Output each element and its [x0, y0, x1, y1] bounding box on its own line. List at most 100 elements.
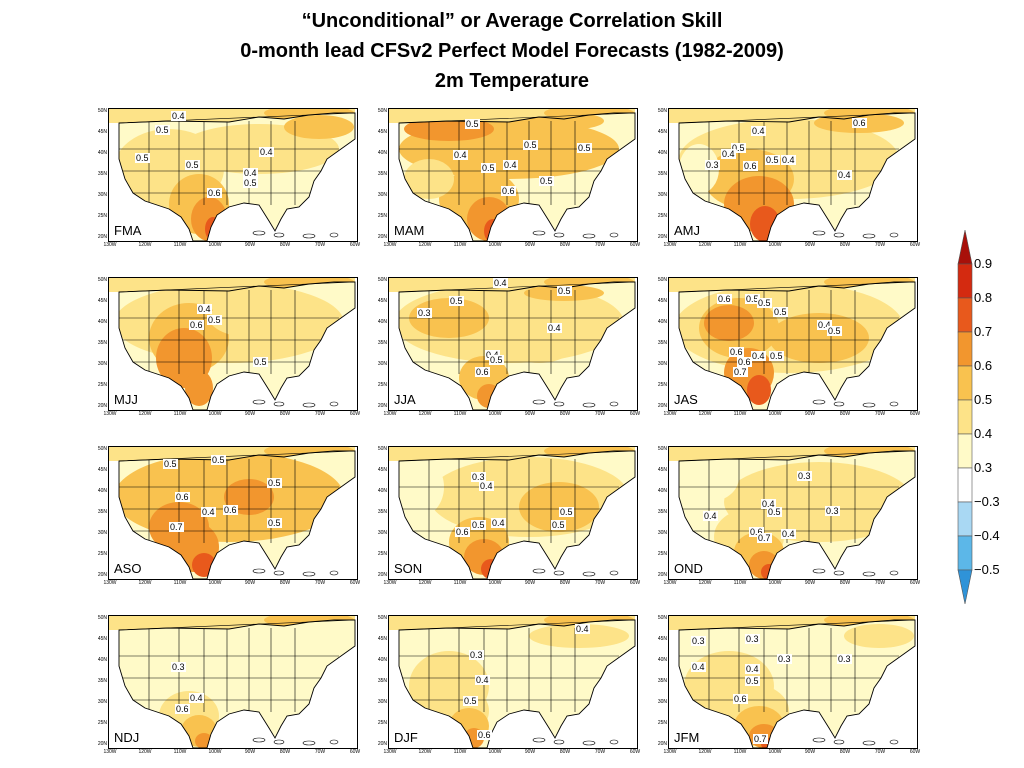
title-line-2: 0-month lead CFSv2 Perfect Model Forecas… [240, 40, 784, 62]
season-label: MAM [392, 223, 427, 238]
lon-tick-label: 80W [839, 242, 851, 248]
lat-tick-label: 30N [657, 192, 667, 198]
lon-tick-label: 90W [524, 580, 536, 586]
map-panel-jas: 0.6 0.5 0.5 0.5 0.4 0.5 0.6 0.4 0.5 0.6 0.7 JAS [668, 277, 918, 411]
contour-label: 0.3 [471, 472, 486, 482]
lon-tick-label: 60W [629, 580, 641, 586]
lat-tick-label: 30N [657, 699, 667, 705]
lon-tick-label: 60W [349, 749, 361, 755]
colorbar-tick-label: −0.5 [974, 562, 1000, 577]
lon-tick-label: 80W [559, 580, 571, 586]
lon-tick-label: 130W [103, 411, 117, 417]
contour-label: 0.3 [837, 654, 852, 664]
map-panel-djf: 0.4 0.3 0.4 0.5 0.6 DJF [388, 615, 638, 749]
map-panel-fma: 0.4 0.5 0.5 0.5 0.4 0.4 0.5 0.6 FMA [108, 108, 358, 242]
contour-label: 0.4 [189, 693, 204, 703]
lat-tick-label: 20N [657, 234, 667, 240]
map-canvas [669, 109, 917, 241]
contour-label: 0.4 [491, 518, 506, 528]
lon-tick-label: 60W [629, 411, 641, 417]
lon-tick-label: 70W [594, 749, 606, 755]
contour-label: 0.4 [745, 664, 760, 674]
colorbar-tick-label: 0.8 [974, 290, 993, 305]
contour-label: 0.5 [765, 155, 780, 165]
colorbar-tick-label: −0.4 [974, 528, 1000, 543]
lon-tick-label: 120W [418, 749, 432, 755]
contour-label: 0.4 [575, 624, 590, 634]
lat-tick-label: 40N [97, 488, 107, 494]
contour-label: 0.5 [471, 520, 486, 530]
lat-tick-label: 40N [97, 319, 107, 325]
lat-tick-label: 30N [377, 699, 387, 705]
season-label: FMA [112, 223, 144, 238]
contour-label: 0.3 [797, 471, 812, 481]
lon-tick-label: 100W [488, 749, 502, 755]
contour-label: 0.3 [469, 650, 484, 660]
lon-tick-label: 70W [314, 580, 326, 586]
lat-tick-label: 35N [377, 340, 387, 346]
lon-tick-label: 90W [524, 411, 536, 417]
contour-label: 0.5 [207, 315, 222, 325]
contour-label: 0.6 [501, 186, 516, 196]
contour-label: 0.5 [731, 143, 746, 153]
lat-tick-label: 35N [97, 340, 107, 346]
contour-label: 0.7 [753, 734, 768, 744]
contour-label: 0.5 [463, 696, 478, 706]
lat-tick-label: 40N [377, 150, 387, 156]
lat-tick-label: 50N [377, 108, 387, 114]
colorbar-swatch [957, 501, 973, 537]
lat-tick-label: 40N [657, 319, 667, 325]
contour-label: 0.5 [559, 507, 574, 517]
lon-tick-label: 120W [698, 749, 712, 755]
contour-label: 0.4 [259, 147, 274, 157]
map-panel-ond: 0.3 0.4 0.5 0.4 0.3 0.6 0.4 0.7 OND [668, 446, 918, 580]
contour-label: 0.6 [737, 357, 752, 367]
lon-tick-label: 60W [349, 580, 361, 586]
contour-label: 0.5 [551, 520, 566, 530]
contour-label: 0.4 [761, 499, 776, 509]
contour-label: 0.4 [751, 126, 766, 136]
lon-tick-label: 120W [698, 242, 712, 248]
lat-tick-label: 50N [657, 277, 667, 283]
map-canvas [389, 447, 637, 579]
lon-tick-label: 130W [383, 411, 397, 417]
lon-tick-label: 130W [383, 242, 397, 248]
lat-tick-label: 30N [657, 530, 667, 536]
contour-label: 0.5 [163, 459, 178, 469]
lat-tick-label: 50N [97, 446, 107, 452]
contour-label: 0.5 [757, 298, 772, 308]
lon-tick-label: 110W [173, 411, 187, 417]
title-line-1: “Unconditional” or Average Correlation S… [301, 10, 723, 32]
lat-tick-label: 50N [97, 615, 107, 621]
lon-tick-label: 100W [208, 749, 222, 755]
lon-tick-label: 120W [698, 411, 712, 417]
season-label: JFM [672, 730, 702, 745]
lon-tick-label: 120W [698, 580, 712, 586]
colorbar [957, 229, 973, 605]
map-canvas [389, 109, 637, 241]
lat-tick-label: 45N [97, 467, 107, 473]
map-canvas [109, 278, 357, 410]
lat-tick-label: 40N [377, 319, 387, 325]
lat-tick-label: 50N [97, 277, 107, 283]
lat-tick-label: 25N [97, 382, 107, 388]
lon-tick-label: 90W [804, 242, 816, 248]
map-canvas [109, 109, 357, 241]
lat-tick-label: 50N [377, 446, 387, 452]
lon-tick-label: 60W [349, 242, 361, 248]
lon-tick-label: 130W [663, 749, 677, 755]
lon-tick-label: 100W [768, 411, 782, 417]
contour-label: 0.4 [837, 170, 852, 180]
contour-label: 0.6 [175, 492, 190, 502]
lat-tick-label: 20N [657, 403, 667, 409]
contour-label: 0.6 [852, 118, 867, 128]
lat-tick-label: 45N [377, 467, 387, 473]
lon-tick-label: 110W [733, 749, 747, 755]
lon-tick-label: 70W [594, 242, 606, 248]
lon-tick-label: 110W [733, 242, 747, 248]
lat-tick-label: 50N [97, 108, 107, 114]
lon-tick-label: 120W [138, 242, 152, 248]
lat-tick-label: 45N [97, 129, 107, 135]
contour-label: 0.7 [169, 522, 184, 532]
lat-tick-label: 40N [657, 657, 667, 663]
